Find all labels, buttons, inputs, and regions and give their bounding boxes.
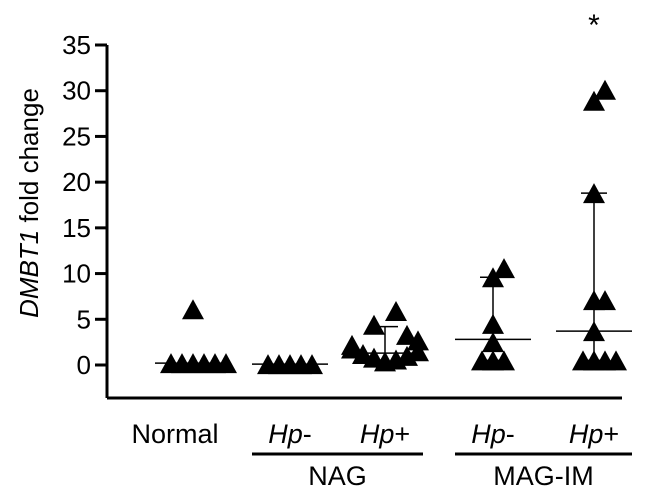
- data-point-triangle: [493, 258, 515, 279]
- group-labels: NAG MAG-IM: [252, 452, 632, 491]
- group-label: NAG: [308, 461, 367, 491]
- data-point-triangle: [482, 313, 504, 334]
- data-point-triangle: [583, 90, 605, 111]
- axes: [105, 45, 622, 400]
- group-label: MAG-IM: [493, 461, 594, 491]
- summary-lines: [155, 192, 632, 365]
- data-point-triangle: [363, 314, 385, 335]
- y-tick-label: 10: [62, 259, 91, 289]
- y-ticks: 0 5 10 15 20 25 30 35: [62, 30, 107, 380]
- data-point-triangle: [572, 350, 594, 371]
- y-tick-label: 30: [62, 76, 91, 106]
- y-axis-label: DMBT1 fold change: [14, 88, 44, 318]
- annotations: *: [588, 9, 600, 42]
- data-point-triangle: [341, 334, 363, 355]
- category-label: Hp-: [268, 419, 312, 449]
- category-label: Hp+: [569, 419, 619, 449]
- y-tick-label: 0: [77, 350, 91, 380]
- data-point-triangle: [471, 350, 493, 371]
- significance-marker: *: [588, 9, 600, 42]
- category-label: Normal: [131, 419, 218, 449]
- data-point-triangle: [605, 350, 627, 371]
- category-label: Hp-: [471, 419, 515, 449]
- y-tick-label: 35: [62, 30, 91, 60]
- data-point-triangle: [396, 324, 418, 345]
- data-point-triangle: [594, 290, 616, 311]
- y-tick-label: 15: [62, 213, 91, 243]
- data-point-triangle: [594, 79, 616, 100]
- y-axis-label-rest: fold change: [14, 88, 44, 230]
- data-point-triangle: [352, 344, 374, 365]
- data-point-triangle: [215, 353, 237, 374]
- data-point-triangle: [407, 330, 429, 351]
- y-tick-label: 25: [62, 121, 91, 151]
- data-point-triangle: [385, 301, 407, 322]
- data-point-triangle: [583, 183, 605, 204]
- data-point-triangle: [583, 321, 605, 342]
- y-tick-label: 5: [77, 304, 91, 334]
- data-point-triangle: [407, 341, 429, 362]
- data-point-triangle: [160, 353, 182, 374]
- x-axis-labels: Normal Hp- Hp+ Hp- Hp+: [131, 419, 619, 449]
- category-label: Hp+: [360, 419, 410, 449]
- data-point-triangle: [482, 332, 504, 353]
- y-axis-label-gene: DMBT1: [14, 230, 44, 318]
- y-tick-label: 20: [62, 167, 91, 197]
- data-point-triangle: [257, 354, 279, 375]
- data-point-triangle: [182, 299, 204, 320]
- data-point-triangle: [301, 354, 323, 375]
- data-point-triangle: [493, 350, 515, 371]
- data-points: [160, 79, 627, 375]
- data-point-triangle: [482, 267, 504, 288]
